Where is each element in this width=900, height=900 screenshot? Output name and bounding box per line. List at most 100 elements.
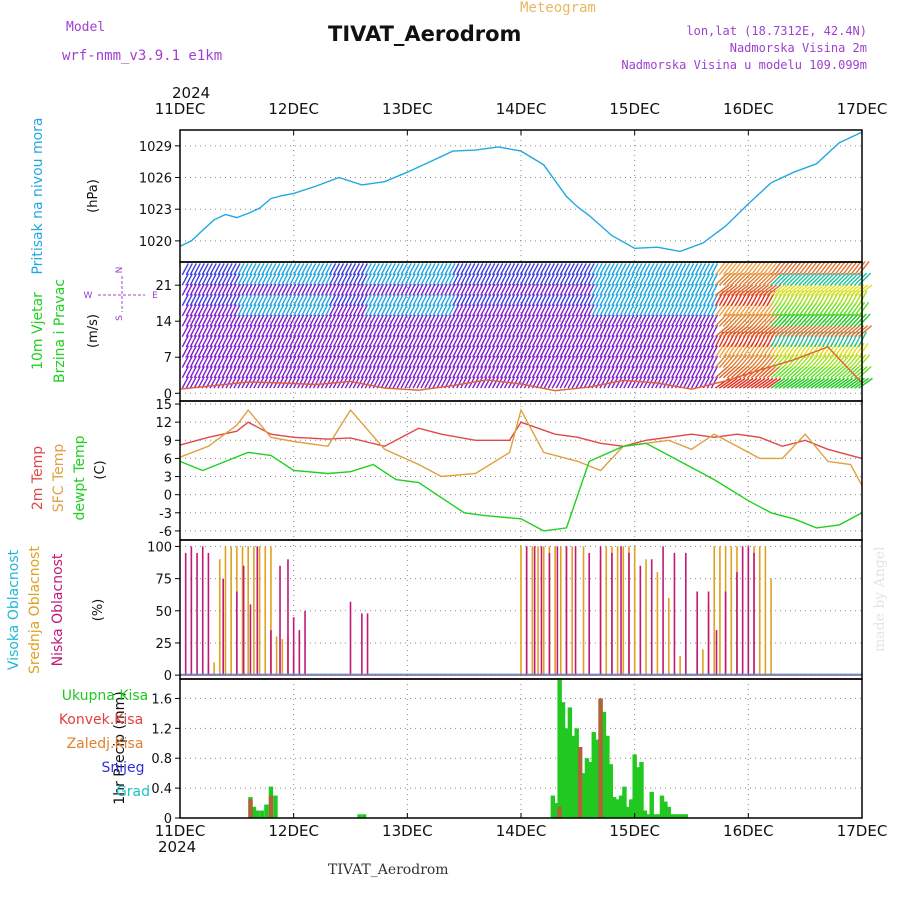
wind-barb [205, 324, 213, 337]
wind-barb [495, 324, 504, 337]
wind-barb [854, 272, 868, 286]
wind-barb [651, 355, 659, 368]
wind-barb [782, 325, 797, 338]
wind-barb [678, 293, 687, 307]
wind-barb [670, 314, 679, 327]
y-tick-label: 15 [155, 398, 172, 413]
wind-barb [810, 272, 824, 286]
wind-barb [543, 263, 552, 276]
wind-barb [543, 335, 552, 348]
wind-barb [376, 335, 384, 348]
wind-barb [631, 345, 639, 358]
wind-barb [647, 283, 655, 296]
wind-barb [332, 304, 341, 317]
wind-barb [293, 314, 301, 327]
wind-barb [746, 354, 759, 368]
wind-barb [535, 283, 544, 296]
wind-barb [710, 355, 719, 368]
wind-barb [452, 335, 460, 348]
wind-barb [364, 314, 372, 327]
wind-barb [539, 376, 548, 389]
wind-barb [714, 354, 728, 368]
wind-barb [344, 273, 353, 286]
wind-barb [225, 304, 233, 317]
wind-barb [416, 273, 424, 286]
wind-barb [571, 366, 579, 379]
wind-barb [511, 376, 520, 389]
wind-barb [408, 335, 416, 348]
wind-barb [647, 366, 655, 379]
wind-barb [213, 324, 221, 337]
wind-barb [663, 314, 671, 327]
wind-barb [778, 354, 791, 368]
wind-barb [297, 324, 305, 337]
wind-barb [491, 283, 500, 296]
wind-barb [802, 261, 814, 276]
wind-barb [503, 324, 512, 337]
wind-barb [587, 345, 595, 358]
wind-barb [487, 355, 496, 368]
wind-barb [491, 355, 500, 368]
wind-barb [814, 272, 828, 286]
wind-barb [456, 376, 464, 389]
wind-barb [503, 345, 512, 358]
wind-barb [822, 261, 834, 276]
wind-barb [233, 293, 241, 307]
wind-barb [324, 273, 333, 286]
wind-barb [408, 314, 416, 327]
wind-barb [487, 335, 496, 348]
wind-barb [575, 355, 583, 368]
wind-barb [619, 283, 627, 296]
wind-barb [253, 304, 261, 317]
wind-barb [686, 283, 695, 296]
wind-barb [472, 293, 480, 307]
wind-barb [241, 314, 249, 327]
wind-barb [663, 324, 671, 337]
wind-barb [480, 273, 488, 286]
y-tick-label: 1.6 [151, 692, 172, 707]
wind-barb [655, 345, 663, 358]
wind-barb [515, 263, 524, 276]
wind-barb [340, 293, 349, 307]
wind-barb [217, 345, 225, 358]
wind-barb [424, 283, 432, 296]
wind-barb [762, 365, 777, 379]
wind-barb [583, 324, 591, 337]
wind-barb [476, 366, 484, 379]
wind-barb [659, 376, 667, 389]
wind-barb [563, 304, 571, 317]
y-tick-label: 0 [164, 489, 172, 504]
wind-barb [539, 366, 548, 379]
wind-barb [674, 273, 683, 286]
wind-barb [241, 293, 249, 307]
wind-barb [670, 263, 679, 276]
wind-barb [674, 335, 683, 348]
wind-speed-line [179, 346, 863, 392]
temp-axis-title-3: dewpt Temp [72, 435, 88, 520]
wind-barb [356, 293, 365, 307]
wind-barb [273, 345, 281, 358]
wind-barb [766, 354, 779, 368]
wind-barb [312, 314, 321, 327]
wind-barb [476, 273, 484, 286]
wind-barb [830, 365, 844, 379]
wind-barb [444, 293, 452, 307]
wind-barb [519, 304, 528, 317]
wind-barb [372, 366, 380, 379]
wind-barb [726, 325, 741, 338]
wind-barb [858, 272, 872, 286]
x-tick-label-top: 16DEC [723, 100, 774, 118]
wind-barb [503, 314, 512, 327]
wind-barb [460, 366, 468, 379]
wind-barb [850, 354, 863, 368]
wind-barb [304, 273, 313, 286]
wind-barb [798, 365, 813, 379]
wind-barb [503, 355, 512, 368]
wind-barb [472, 345, 480, 358]
wind-barb [281, 293, 289, 307]
wind-barb [225, 345, 233, 358]
wind-barb [344, 283, 353, 296]
wind-barb [324, 293, 333, 307]
wind-barb [491, 304, 500, 317]
wind-barb [706, 273, 715, 286]
